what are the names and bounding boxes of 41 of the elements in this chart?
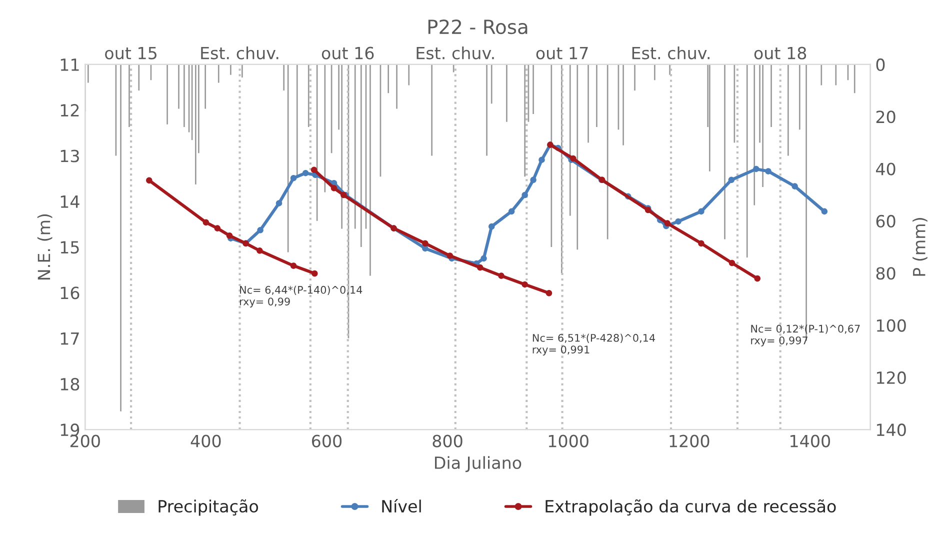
y-tick-label: 16: [60, 286, 80, 300]
ref-line-label: out 16: [322, 46, 374, 60]
x-tick-label: 1200: [670, 434, 710, 448]
annotation: Nc= 6,51*(P-428)^0,14 rxy= 0,991: [532, 334, 656, 356]
y2-axis-title: P (mm): [912, 218, 928, 276]
x-tick-label: 200: [70, 434, 100, 448]
y2-tick-label: 100: [877, 319, 906, 332]
chart-title: P22 - Rosa: [428, 19, 528, 34]
y-tick-label: 18: [60, 378, 80, 391]
x-tick-label: 800: [432, 434, 462, 448]
y2-tick-label: 20: [876, 110, 896, 124]
y2-tick-label: 60: [876, 214, 896, 228]
annotation: Nc= 0,12*(P-1)^0,67 rxy= 0,997: [751, 324, 860, 346]
ref-line-label: Est. chuv.: [416, 46, 494, 60]
legend-label: Precipitação: [158, 499, 258, 516]
x-tick-label: 400: [190, 434, 221, 448]
y2-tick-label: 120: [877, 371, 906, 384]
ref-line-label: Est. chuv.: [201, 46, 278, 60]
ref-line-label: out 15: [105, 46, 156, 60]
annotation: Nc= 6,44*(P-140)^0,14 rxy= 0,99: [240, 286, 362, 308]
y-axis-title: N.E. (m): [37, 214, 52, 280]
y2-tick-label: 40: [876, 162, 896, 176]
y-tick-label: 17: [60, 332, 79, 345]
x-axis-title: Dia Juliano: [435, 456, 522, 472]
legend-label: Extrapolação da curva de recessão: [546, 499, 836, 516]
ref-line-label: out 18: [754, 46, 806, 60]
y-tick-label: 14: [60, 196, 80, 208]
y2-tick-label: 140: [877, 424, 906, 436]
y2-tick-label: 80: [876, 267, 896, 280]
y2-tick-label: 0: [876, 58, 885, 72]
ref-line-label: Est. chuv.: [632, 46, 710, 60]
y-tick-label: 12: [60, 104, 79, 116]
legend-label: Nível: [382, 498, 421, 513]
x-tick-label: 600: [312, 434, 342, 448]
y-tick-label: 11: [60, 58, 79, 71]
x-tick-label: 1000: [548, 434, 588, 448]
y-tick-label: 15: [60, 241, 79, 254]
y-tick-label: 19: [60, 424, 80, 436]
y-tick-label: 13: [60, 150, 79, 162]
ref-line-label: out 17: [536, 46, 588, 60]
x-tick-label: 1400: [790, 434, 830, 448]
